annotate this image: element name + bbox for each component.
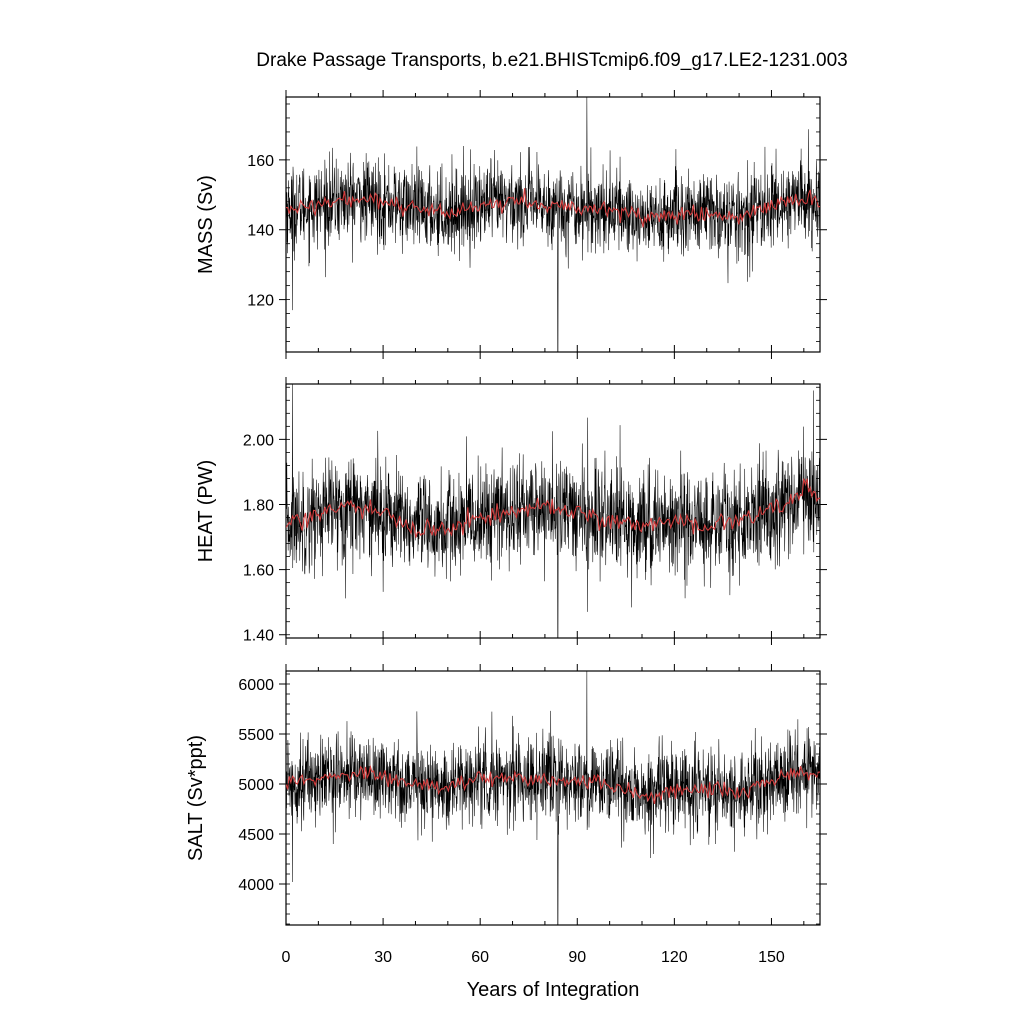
x-tick-label: 60 — [471, 949, 489, 966]
salt-axis-ticks: 4000 4500 5000 5500 6000 0 30 60 90 120 150 — [238, 664, 827, 966]
mass-panel: 120 140 160 MASS (Sv) — [195, 90, 827, 359]
salt-annual-mean-line — [286, 764, 820, 805]
heat-series-layer — [286, 384, 820, 638]
mass-annual-mean-line — [286, 188, 820, 228]
heat-axis-ticks: 1.40 1.60 1.80 2.00 — [243, 377, 827, 645]
mass-y-axis-label: MASS (Sv) — [195, 175, 217, 274]
heat-y-tick-label: 1.40 — [243, 628, 274, 645]
mass-y-tick-label: 120 — [247, 293, 274, 310]
x-tick-label: 30 — [374, 949, 392, 966]
x-tick-label: 120 — [661, 949, 688, 966]
salt-monthly-series-line — [286, 671, 820, 925]
heat-y-axis-label: HEAT (PW) — [195, 460, 217, 563]
salt-y-tick-label: 4500 — [238, 827, 274, 844]
mass-y-tick-label: 140 — [247, 223, 274, 240]
heat-y-tick-label: 1.80 — [243, 497, 274, 514]
salt-panel: 4000 4500 5000 5500 6000 0 30 60 90 120 150 SALT (… — [185, 664, 827, 966]
heat-plot-frame — [285, 383, 821, 639]
chart-title: Drake Passage Transports, b.e21.BHISTcmi… — [256, 50, 847, 71]
heat-y-tick-label: 1.60 — [243, 563, 274, 580]
heat-panel: 1.40 1.60 1.80 2.00 HEAT (PW) — [195, 377, 827, 645]
mass-plot-frame — [285, 96, 821, 353]
salt-y-tick-label: 6000 — [238, 677, 274, 694]
mass-y-tick-label: 160 — [247, 153, 274, 170]
salt-y-tick-label: 4000 — [238, 877, 274, 894]
x-tick-label: 150 — [758, 949, 785, 966]
heat-annual-mean-line — [286, 478, 820, 538]
salt-y-tick-label: 5500 — [238, 727, 274, 744]
x-tick-label: 90 — [568, 949, 586, 966]
mass-axis-ticks: 120 140 160 — [247, 90, 827, 359]
mass-series-layer — [286, 97, 820, 352]
salt-series-layer — [286, 671, 820, 925]
mass-monthly-series-line — [286, 97, 820, 352]
heat-y-tick-label: 2.00 — [243, 432, 274, 449]
x-tick-label: 0 — [282, 949, 291, 966]
salt-y-axis-label: SALT (Sv*ppt) — [185, 735, 207, 861]
x-axis-label: Years of Integration — [467, 979, 640, 1001]
salt-y-tick-label: 5000 — [238, 777, 274, 794]
